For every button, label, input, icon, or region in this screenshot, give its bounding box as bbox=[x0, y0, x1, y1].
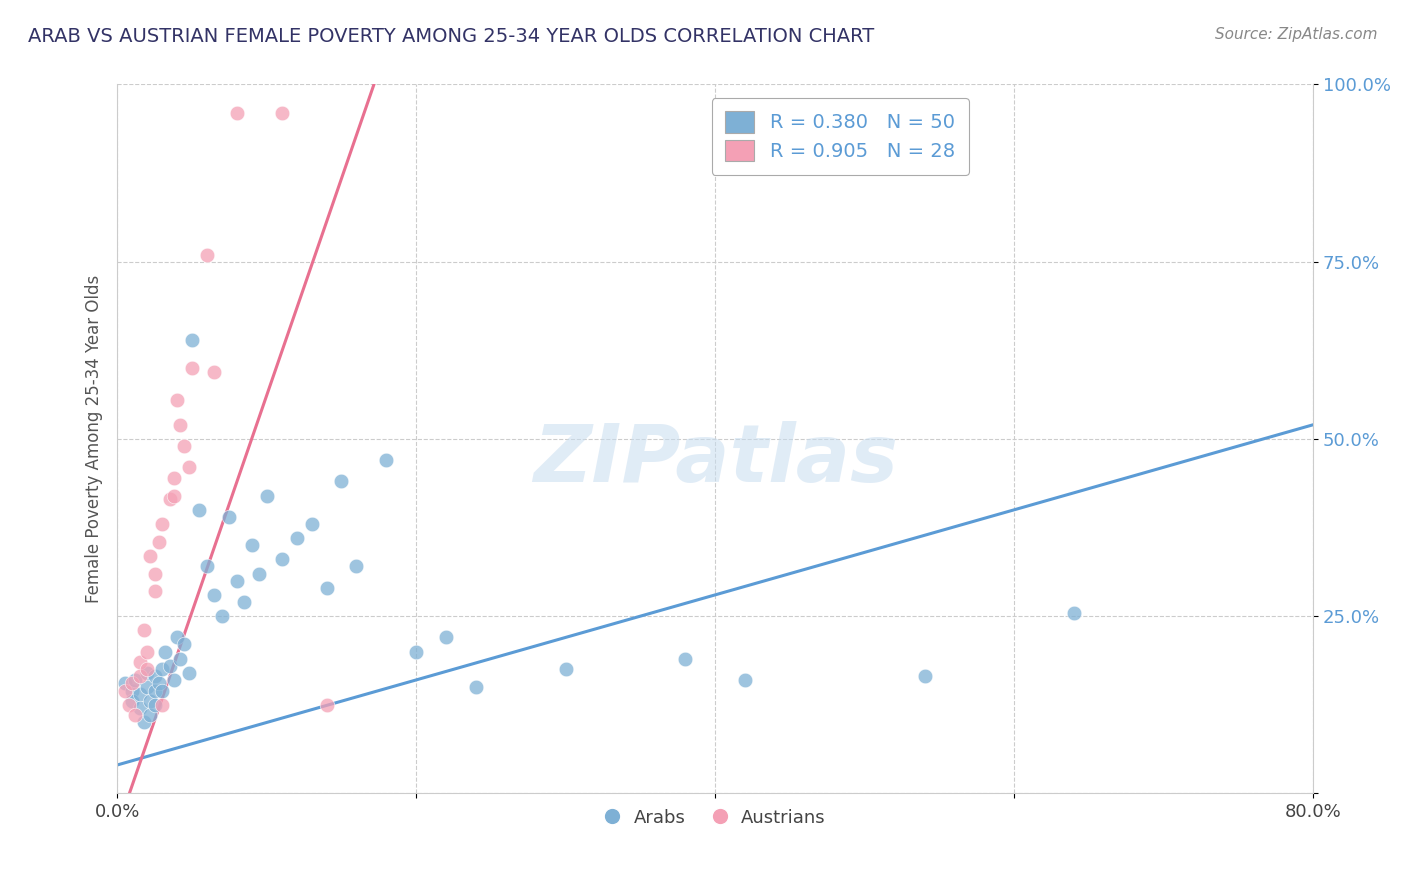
Point bbox=[188, 503, 211, 517]
Point bbox=[330, 475, 353, 489]
Point bbox=[124, 673, 146, 687]
Point bbox=[124, 708, 146, 723]
Point bbox=[136, 644, 159, 658]
Text: Source: ZipAtlas.com: Source: ZipAtlas.com bbox=[1215, 27, 1378, 42]
Point bbox=[315, 581, 337, 595]
Point bbox=[150, 683, 173, 698]
Point bbox=[256, 489, 278, 503]
Point bbox=[195, 247, 218, 261]
Point bbox=[163, 471, 186, 485]
Point bbox=[233, 595, 256, 609]
Point bbox=[128, 655, 150, 669]
Point bbox=[375, 453, 398, 467]
Point bbox=[143, 584, 166, 599]
Point bbox=[301, 516, 323, 531]
Point bbox=[150, 698, 173, 712]
Point bbox=[177, 460, 200, 475]
Point bbox=[434, 631, 457, 645]
Point bbox=[114, 683, 136, 698]
Point bbox=[315, 698, 337, 712]
Point bbox=[181, 333, 204, 347]
Point bbox=[173, 638, 195, 652]
Point bbox=[181, 361, 204, 376]
Point bbox=[225, 105, 247, 120]
Point bbox=[270, 552, 292, 566]
Point bbox=[121, 683, 143, 698]
Point bbox=[128, 687, 150, 701]
Point bbox=[143, 669, 166, 683]
Point bbox=[673, 651, 696, 665]
Point bbox=[169, 651, 191, 665]
Point bbox=[121, 676, 143, 690]
Point bbox=[143, 683, 166, 698]
Point bbox=[136, 665, 159, 680]
Point bbox=[163, 673, 186, 687]
Point bbox=[121, 694, 143, 708]
Point bbox=[128, 701, 150, 715]
Point bbox=[914, 669, 936, 683]
Point bbox=[128, 669, 150, 683]
Point bbox=[270, 105, 292, 120]
Point bbox=[136, 680, 159, 694]
Point bbox=[169, 417, 191, 432]
Point bbox=[150, 516, 173, 531]
Point bbox=[225, 574, 247, 588]
Point bbox=[118, 698, 141, 712]
Point bbox=[143, 566, 166, 581]
Point bbox=[163, 489, 186, 503]
Point bbox=[153, 644, 176, 658]
Point bbox=[132, 715, 155, 730]
Point bbox=[148, 676, 170, 690]
Point bbox=[195, 559, 218, 574]
Point bbox=[139, 708, 162, 723]
Point bbox=[211, 609, 233, 624]
Point bbox=[148, 534, 170, 549]
Point bbox=[139, 549, 162, 563]
Legend: Arabs, Austrians: Arabs, Austrians bbox=[598, 802, 834, 834]
Point bbox=[285, 531, 308, 545]
Point bbox=[166, 631, 188, 645]
Point bbox=[240, 538, 263, 552]
Point bbox=[202, 365, 225, 379]
Text: ARAB VS AUSTRIAN FEMALE POVERTY AMONG 25-34 YEAR OLDS CORRELATION CHART: ARAB VS AUSTRIAN FEMALE POVERTY AMONG 25… bbox=[28, 27, 875, 45]
Point bbox=[136, 662, 159, 676]
Point bbox=[405, 644, 427, 658]
Point bbox=[734, 673, 756, 687]
Point bbox=[554, 662, 576, 676]
Point bbox=[344, 559, 367, 574]
Point bbox=[202, 588, 225, 602]
Point bbox=[132, 624, 155, 638]
Point bbox=[159, 658, 181, 673]
Point bbox=[1063, 606, 1085, 620]
Point bbox=[177, 665, 200, 680]
Point bbox=[114, 676, 136, 690]
Point bbox=[218, 509, 240, 524]
Point bbox=[143, 698, 166, 712]
Y-axis label: Female Poverty Among 25-34 Year Olds: Female Poverty Among 25-34 Year Olds bbox=[86, 275, 103, 603]
Point bbox=[150, 662, 173, 676]
Point bbox=[247, 566, 270, 581]
Point bbox=[139, 694, 162, 708]
Point bbox=[465, 680, 488, 694]
Point bbox=[159, 492, 181, 507]
Text: ZIPatlas: ZIPatlas bbox=[533, 421, 898, 500]
Point bbox=[173, 439, 195, 453]
Point bbox=[166, 392, 188, 407]
